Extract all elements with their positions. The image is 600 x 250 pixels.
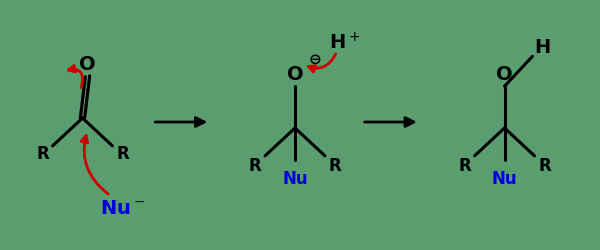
Text: Nu: Nu [492,169,517,187]
Text: R: R [329,156,341,174]
Text: R: R [116,144,129,162]
Text: Nu$^-$: Nu$^-$ [100,198,145,217]
Text: O: O [79,54,96,74]
Text: ⊖: ⊖ [308,52,322,66]
Text: Nu: Nu [282,169,308,187]
Text: R: R [538,156,551,174]
Text: H$^+$: H$^+$ [329,32,361,53]
Text: O: O [287,64,304,84]
Text: O: O [496,64,513,84]
Text: R: R [249,156,262,174]
Text: R: R [458,156,471,174]
Text: H: H [535,38,551,57]
Text: R: R [36,144,49,162]
